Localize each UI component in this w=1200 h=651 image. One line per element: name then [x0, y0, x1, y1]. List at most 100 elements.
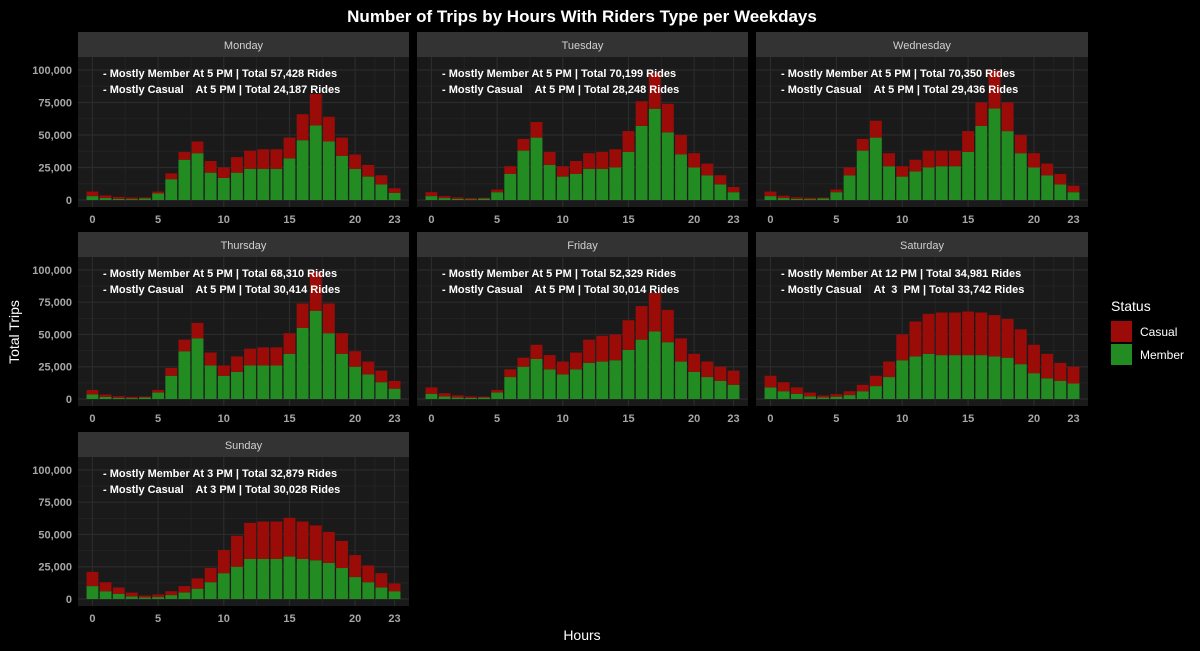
- bar-member-wednesday-h10: [896, 176, 909, 200]
- x-tick-label: 10: [218, 613, 230, 625]
- bar-casual-saturday-h10: [896, 334, 909, 361]
- bar-casual-sunday-h6: [165, 591, 178, 596]
- bar-member-saturday-h1: [777, 391, 790, 399]
- bar-casual-friday-h8: [530, 344, 543, 359]
- x-tick-label: 20: [1028, 214, 1040, 226]
- bar-casual-thursday-h19: [336, 333, 348, 354]
- bar-member-monday-h5: [152, 193, 165, 200]
- bar-member-friday-h7: [517, 366, 530, 399]
- y-tick-label: 75,000: [38, 98, 72, 110]
- bar-casual-sunday-h15: [283, 517, 296, 557]
- bar-member-monday-h9: [204, 172, 217, 200]
- strip-monday: [78, 32, 409, 57]
- bar-member-wednesday-h7: [856, 150, 869, 200]
- bar-member-friday-h12: [583, 362, 595, 399]
- annotation-monday-2: - Mostly Casual At 5 PM | Total 24,187 R…: [103, 84, 340, 96]
- bar-casual-friday-h20: [688, 353, 701, 372]
- x-tick-label: 20: [688, 413, 700, 425]
- facet-panels: Monday 0 5 10 15 20 23 0 25,000 50,000 75,000 100,0…: [32, 32, 1088, 625]
- y-axis-label: Total Trips: [6, 300, 22, 364]
- bar-member-saturday-h5: [830, 396, 843, 399]
- bar-member-wednesday-h6: [843, 175, 856, 200]
- x-tick-label: 23: [388, 413, 400, 425]
- bar-casual-thursday-h14: [270, 347, 283, 366]
- bar-member-monday-h3: [125, 199, 138, 200]
- bar-casual-thursday-h18: [322, 303, 335, 334]
- bar-member-thursday-h13: [257, 365, 270, 399]
- chart-title: Number of Trips by Hours With Riders Typ…: [347, 7, 817, 26]
- x-tick-label: 20: [1028, 413, 1040, 425]
- bar-member-friday-h2: [451, 397, 464, 399]
- bar-member-tuesday-h4: [478, 198, 490, 200]
- x-tick-label: 23: [388, 613, 400, 625]
- x-tick-label: 0: [89, 613, 95, 625]
- bar-member-saturday-h19: [1014, 364, 1027, 399]
- bar-casual-monday-h19: [336, 137, 348, 156]
- bar-casual-wednesday-h10: [896, 166, 909, 177]
- bar-member-thursday-h3: [125, 398, 138, 399]
- bar-member-sunday-h20: [349, 577, 362, 599]
- bar-member-friday-h3: [464, 397, 477, 399]
- bar-casual-saturday-h1: [777, 382, 790, 392]
- bar-casual-tuesday-h6: [504, 166, 517, 174]
- bar-casual-sunday-h3: [125, 592, 138, 597]
- bar-casual-monday-h18: [322, 116, 335, 142]
- bar-casual-monday-h22: [375, 175, 388, 185]
- strip-tuesday: [417, 32, 748, 57]
- bar-casual-wednesday-h16: [975, 102, 988, 126]
- bar-member-saturday-h3: [804, 396, 816, 399]
- bar-casual-sunday-h2: [112, 587, 125, 594]
- bar-casual-wednesday-h19: [1014, 135, 1027, 154]
- x-tick-label: 10: [218, 214, 230, 226]
- bar-member-thursday-h21: [362, 374, 375, 399]
- bar-member-thursday-h7: [178, 351, 191, 399]
- bar-casual-tuesday-h22: [714, 175, 727, 185]
- bar-casual-saturday-h4: [817, 395, 830, 398]
- x-tick-label: 10: [557, 413, 569, 425]
- bar-member-thursday-h16: [296, 328, 309, 399]
- bar-casual-monday-h20: [349, 154, 362, 169]
- bar-casual-tuesday-h13: [596, 151, 609, 169]
- y-tick-label: 0: [66, 195, 72, 207]
- bar-casual-saturday-h3: [804, 392, 816, 397]
- bar-casual-sunday-h21: [362, 565, 375, 583]
- bar-member-sunday-h8: [191, 588, 204, 599]
- bar-casual-wednesday-h21: [1041, 163, 1054, 176]
- bar-casual-sunday-h10: [217, 549, 230, 574]
- bar-casual-monday-h2: [112, 196, 125, 199]
- x-tick-label: 15: [962, 413, 974, 425]
- bar-member-tuesday-h18: [661, 132, 674, 200]
- x-tick-label: 5: [494, 214, 500, 226]
- bar-casual-tuesday-h15: [622, 131, 635, 152]
- bar-casual-wednesday-h7: [856, 138, 869, 151]
- legend-key-casual: [1111, 321, 1132, 342]
- bar-member-sunday-h17: [309, 560, 322, 599]
- strip-label-tuesday: Tuesday: [562, 40, 604, 52]
- y-tick-label: 100,000: [32, 465, 72, 477]
- bar-casual-saturday-h7: [856, 384, 869, 392]
- bar-casual-thursday-h10: [217, 365, 230, 376]
- bar-member-sunday-h14: [270, 558, 283, 599]
- bar-casual-monday-h10: [217, 167, 230, 178]
- bar-member-thursday-h0: [86, 394, 99, 399]
- bar-member-monday-h23: [388, 192, 401, 200]
- bar-casual-friday-h13: [596, 335, 609, 362]
- bar-member-monday-h8: [191, 153, 204, 200]
- bar-casual-saturday-h17: [988, 315, 1001, 357]
- annotation-friday-2: - Mostly Casual At 5 PM | Total 30,014 R…: [442, 284, 679, 296]
- bar-casual-monday-h9: [204, 161, 217, 173]
- bar-member-friday-h1: [438, 396, 451, 399]
- bar-member-sunday-h0: [86, 586, 99, 599]
- bar-member-friday-h14: [609, 360, 622, 399]
- bar-casual-wednesday-h11: [909, 159, 922, 172]
- bar-member-tuesday-h0: [425, 196, 438, 200]
- bar-casual-monday-h11: [231, 157, 243, 173]
- bar-casual-thursday-h7: [178, 339, 191, 352]
- bar-casual-wednesday-h15: [962, 131, 975, 152]
- bar-casual-friday-h17: [648, 292, 661, 332]
- bar-member-sunday-h6: [165, 595, 178, 599]
- bar-member-sunday-h15: [283, 556, 296, 599]
- bar-member-thursday-h9: [204, 365, 217, 399]
- x-tick-label: 5: [833, 413, 839, 425]
- bar-casual-wednesday-h5: [830, 189, 843, 193]
